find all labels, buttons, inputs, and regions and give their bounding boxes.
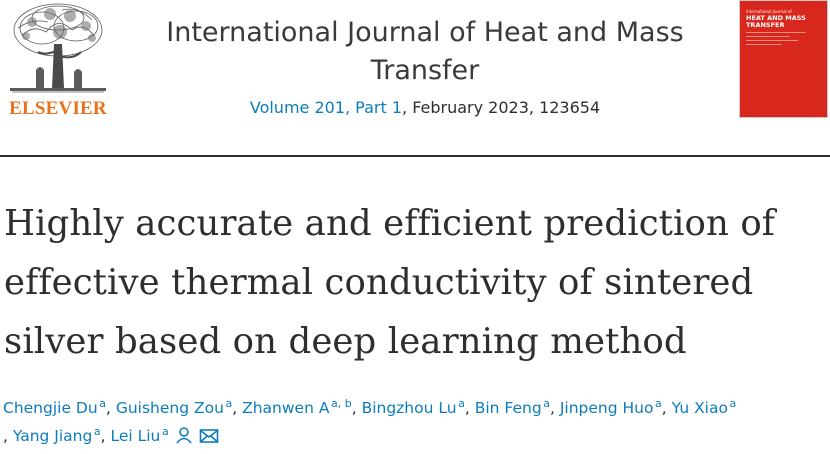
author-name: Chengjie Du [3, 399, 98, 417]
author-separator: , [661, 399, 672, 417]
cover-subtitle: International Journal of [746, 9, 792, 14]
author-link[interactable]: Chengjie Du a [3, 397, 106, 417]
person-icon[interactable] [175, 425, 193, 453]
author-separator: , [3, 427, 13, 445]
author-name: Guisheng Zou [115, 399, 224, 417]
author-affiliation: a [458, 397, 465, 410]
elsevier-logo-link[interactable]: ELSEVIER [2, 0, 114, 124]
article-title: Highly accurate and efficient prediction… [4, 203, 776, 362]
author-affiliation: a [99, 397, 106, 410]
author-separator: , [100, 427, 111, 445]
author-name: Yu Xiao [671, 399, 728, 417]
cover-rule [746, 44, 782, 45]
author-link[interactable]: Lei Liu a [110, 425, 169, 445]
issue-details: , February 2023, 123654 [402, 98, 601, 117]
author-name: Lei Liu [110, 427, 161, 445]
author-separator: , [105, 399, 116, 417]
author-affiliation: a [93, 425, 101, 438]
cover-rule [746, 40, 798, 41]
author-name: Bingzhou Lu [361, 399, 457, 417]
author-separator: , [351, 399, 362, 417]
author-name: Jinpeng Huo [559, 399, 654, 417]
author-affiliation: a [225, 397, 233, 410]
author-affiliation: a, b [330, 397, 352, 410]
author-separator: , [464, 399, 475, 417]
author-affiliation: a [543, 397, 550, 410]
author-affiliation: a [729, 397, 737, 410]
author-link[interactable]: Jinpeng Huo a [559, 397, 662, 417]
author-affiliation: a [655, 397, 662, 410]
author-name: Yang Jiang [12, 427, 93, 445]
author-link[interactable]: Yu Xiao a [671, 397, 737, 417]
cover-title: HEAT AND MASS TRANSFER [746, 14, 806, 29]
envelope-icon[interactable] [199, 425, 219, 453]
elsevier-tree-logo-icon [10, 3, 106, 93]
author-separator: , [232, 399, 243, 417]
author-separator: , [549, 399, 560, 417]
author-link[interactable]: Bin Feng a [474, 397, 550, 417]
author-link[interactable]: Yang Jiang a [12, 425, 101, 445]
journal-cover-thumbnail[interactable]: International Journal of HEAT AND MASS T… [740, 1, 827, 117]
issue-line: Volume 201, Part 1, February 2023, 12365… [130, 98, 720, 117]
journal-info: International Journal of Heat and Mass T… [130, 14, 720, 117]
author-link[interactable]: Bingzhou Lu a [361, 397, 465, 417]
header-divider [0, 155, 830, 157]
journal-title-link[interactable]: International Journal of Heat and Mass T… [166, 17, 684, 86]
author-name: Zhanwen A [242, 399, 330, 417]
author-list: Chengjie Du a, Guisheng Zou a, Zhanwen A… [3, 394, 828, 453]
journal-header: ELSEVIER International Journal of Heat a… [0, 0, 830, 157]
author-link[interactable]: Guisheng Zou a [115, 397, 233, 417]
cover-rule [746, 32, 806, 33]
publisher-name: ELSEVIER [9, 98, 107, 119]
cover-rule [746, 36, 790, 37]
author-affiliation: a [161, 425, 169, 438]
author-link[interactable]: Zhanwen A a, b [242, 397, 352, 417]
issue-link[interactable]: Volume 201, Part 1 [249, 98, 403, 117]
author-name: Bin Feng [474, 399, 542, 417]
